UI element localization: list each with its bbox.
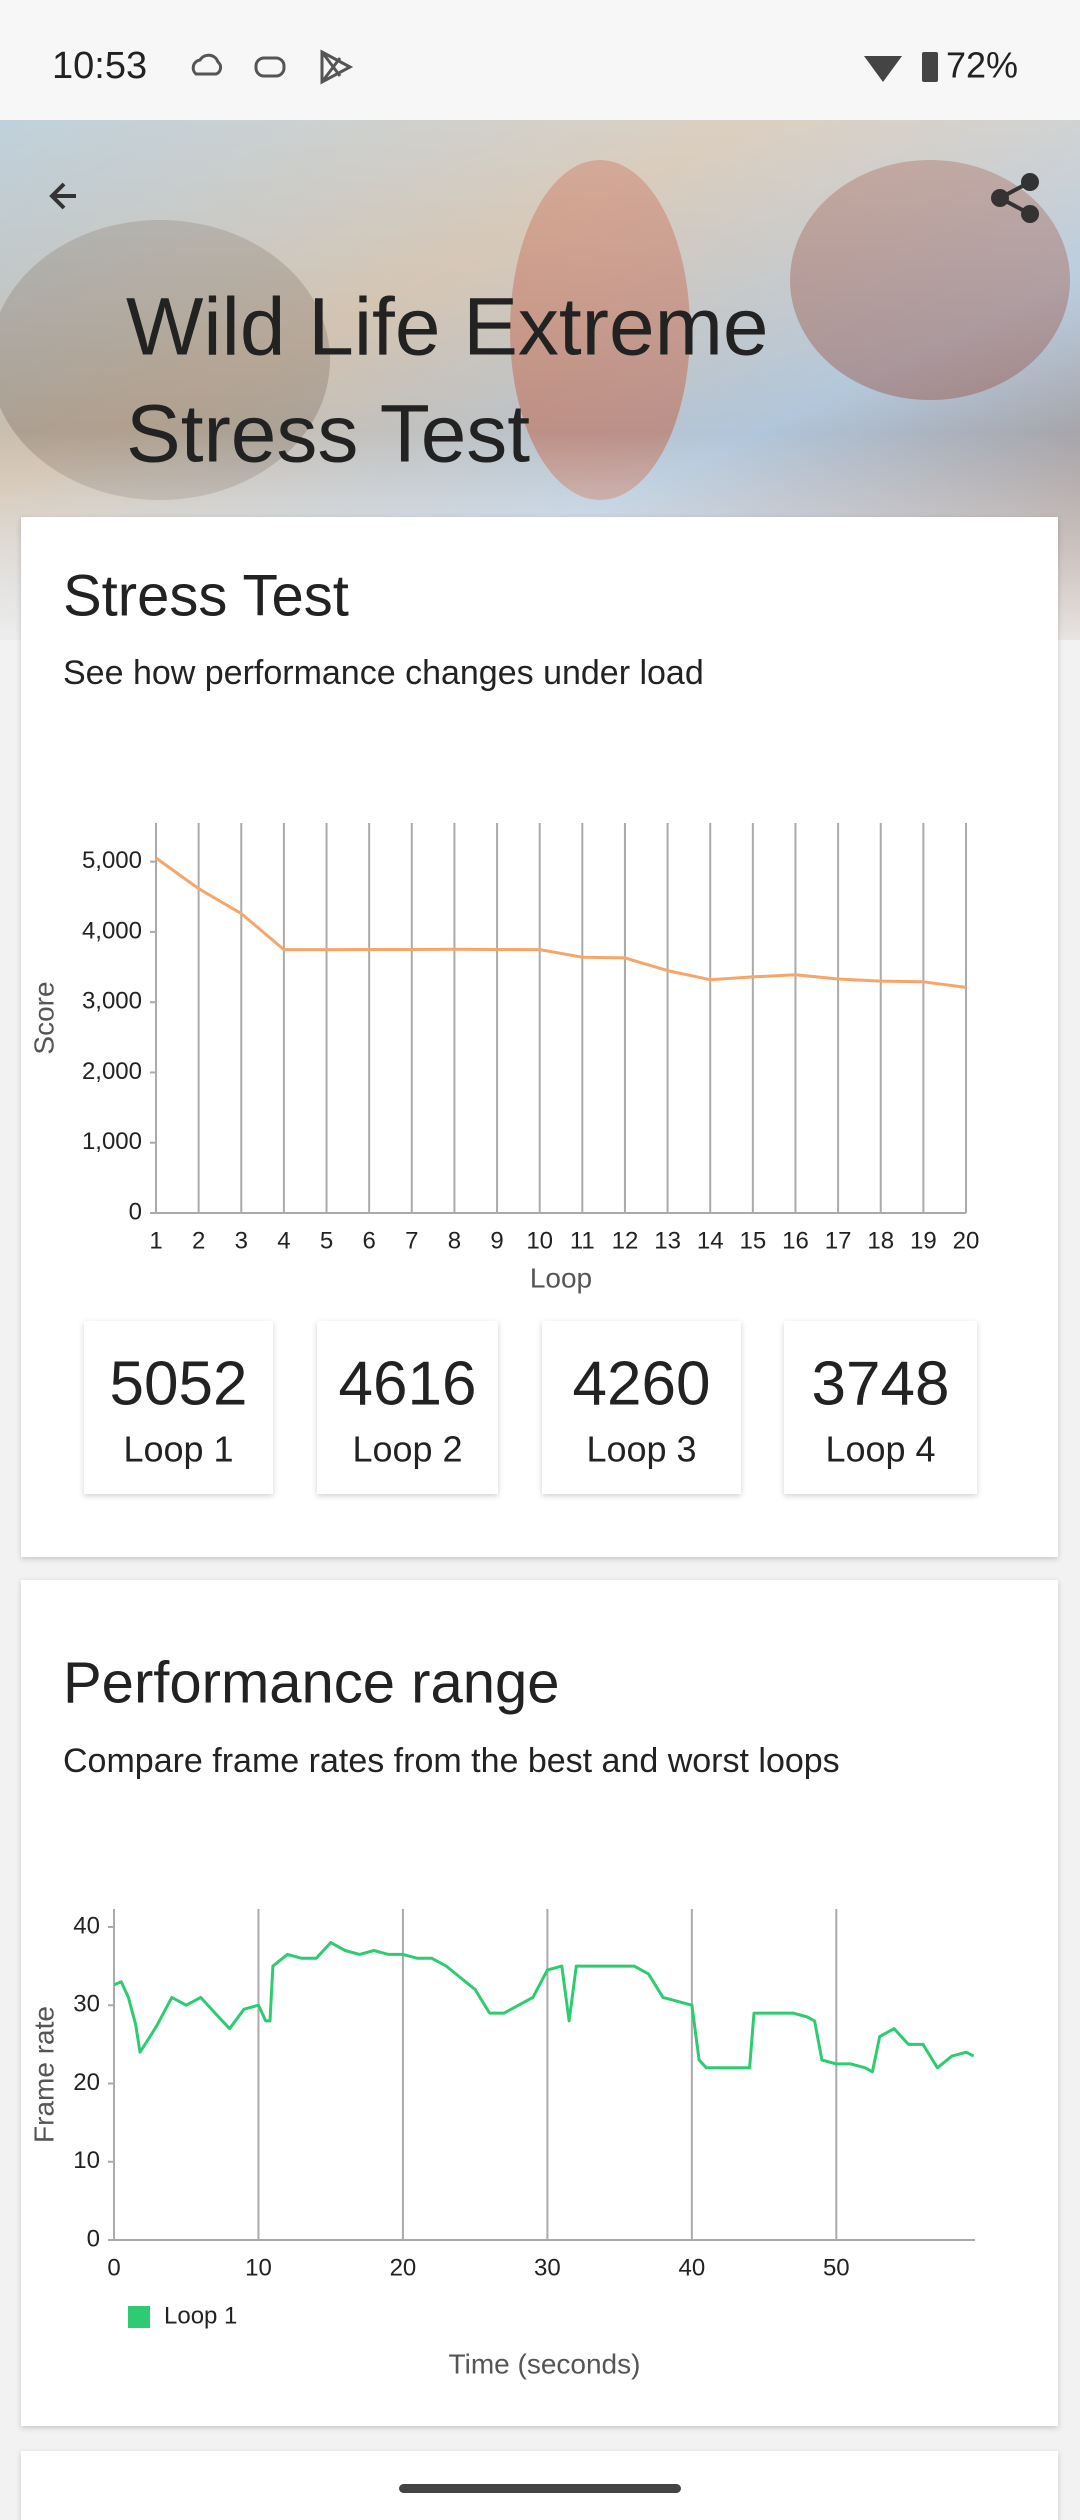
share-button[interactable] <box>991 173 1039 223</box>
score-value: 5052 <box>110 1349 248 1418</box>
y-axis-label: Score <box>28 981 59 1054</box>
x-tick-label: 10 <box>245 2254 272 2281</box>
x-tick-label: 20 <box>953 1227 980 1254</box>
y-tick-label: 30 <box>73 1991 100 2018</box>
page-title: Stress Test <box>126 389 530 480</box>
x-tick-label: 10 <box>526 1227 553 1254</box>
status-battery: 72% <box>946 45 1018 86</box>
legend-label: Loop 1 <box>164 2302 237 2329</box>
score-value: 3748 <box>812 1349 950 1418</box>
score-card <box>542 1321 741 1494</box>
status-icons <box>191 49 354 85</box>
x-tick-label: 11 <box>570 1227 595 1254</box>
card <box>21 1580 1058 2426</box>
score-label: Loop 1 <box>123 1429 233 1470</box>
y-tick-label: 1,000 <box>82 1128 142 1155</box>
x-tick-label: 8 <box>448 1227 461 1254</box>
x-tick-label: 15 <box>739 1227 766 1254</box>
y-tick-label: 4,000 <box>82 917 142 944</box>
x-tick-label: 1 <box>149 1227 162 1254</box>
status-time: 10:53 <box>52 45 147 87</box>
score-card <box>784 1321 977 1494</box>
x-tick-label: 6 <box>362 1227 375 1254</box>
x-tick-label: 4 <box>277 1227 290 1254</box>
legend-swatch <box>128 2306 150 2328</box>
page-title: Wild Life Extreme <box>126 282 769 373</box>
x-tick-label: 0 <box>107 2254 120 2281</box>
data-line <box>113 1941 975 2074</box>
score-label: Loop 3 <box>586 1429 696 1470</box>
back-button[interactable] <box>49 182 76 210</box>
x-tick-label: 9 <box>490 1227 503 1254</box>
y-tick-label: 0 <box>87 2225 100 2252</box>
score-value: 4260 <box>573 1349 711 1418</box>
x-tick-label: 17 <box>825 1227 852 1254</box>
x-tick-label: 5 <box>320 1227 333 1254</box>
score-label: Loop 2 <box>352 1429 462 1470</box>
x-tick-label: 30 <box>534 2254 561 2281</box>
score-card <box>84 1321 273 1494</box>
x-tick-label: 16 <box>782 1227 809 1254</box>
y-axis-label: Frame rate <box>28 2006 59 2143</box>
score-card <box>317 1321 498 1494</box>
card-subtitle: See how performance changes under load <box>63 654 704 692</box>
y-tick-label: 5,000 <box>82 847 142 874</box>
x-tick-label: 3 <box>235 1227 248 1254</box>
home-indicator[interactable] <box>399 2484 681 2493</box>
x-tick-label: 12 <box>612 1227 639 1254</box>
x-tick-label: 40 <box>679 2254 706 2281</box>
x-tick-label: 2 <box>192 1227 205 1254</box>
x-axis-label: Time (seconds) <box>449 2348 641 2379</box>
x-tick-label: 18 <box>867 1227 894 1254</box>
card-title: Stress Test <box>63 563 349 628</box>
status-bar <box>0 0 1080 120</box>
x-tick-label: 19 <box>910 1227 937 1254</box>
card-title: Performance range <box>63 1650 559 1715</box>
wifi-icon <box>864 56 902 82</box>
y-tick-label: 40 <box>73 1912 100 1939</box>
score-value: 4616 <box>339 1349 477 1418</box>
x-axis-label: Loop <box>530 1262 592 1293</box>
card-subtitle: Compare frame rates from the best and wo… <box>63 1742 840 1780</box>
y-tick-label: 0 <box>129 1198 142 1225</box>
y-tick-label: 2,000 <box>82 1058 142 1085</box>
y-tick-label: 3,000 <box>82 988 142 1015</box>
score-label: Loop 4 <box>825 1429 935 1470</box>
y-tick-label: 20 <box>73 2069 100 2096</box>
y-tick-label: 10 <box>73 2147 100 2174</box>
x-tick-label: 50 <box>823 2254 850 2281</box>
battery-icon <box>922 52 938 82</box>
x-tick-label: 14 <box>697 1227 724 1254</box>
data-line <box>155 856 967 989</box>
x-tick-label: 7 <box>405 1227 418 1254</box>
x-tick-label: 20 <box>390 2254 417 2281</box>
x-tick-label: 13 <box>654 1227 681 1254</box>
